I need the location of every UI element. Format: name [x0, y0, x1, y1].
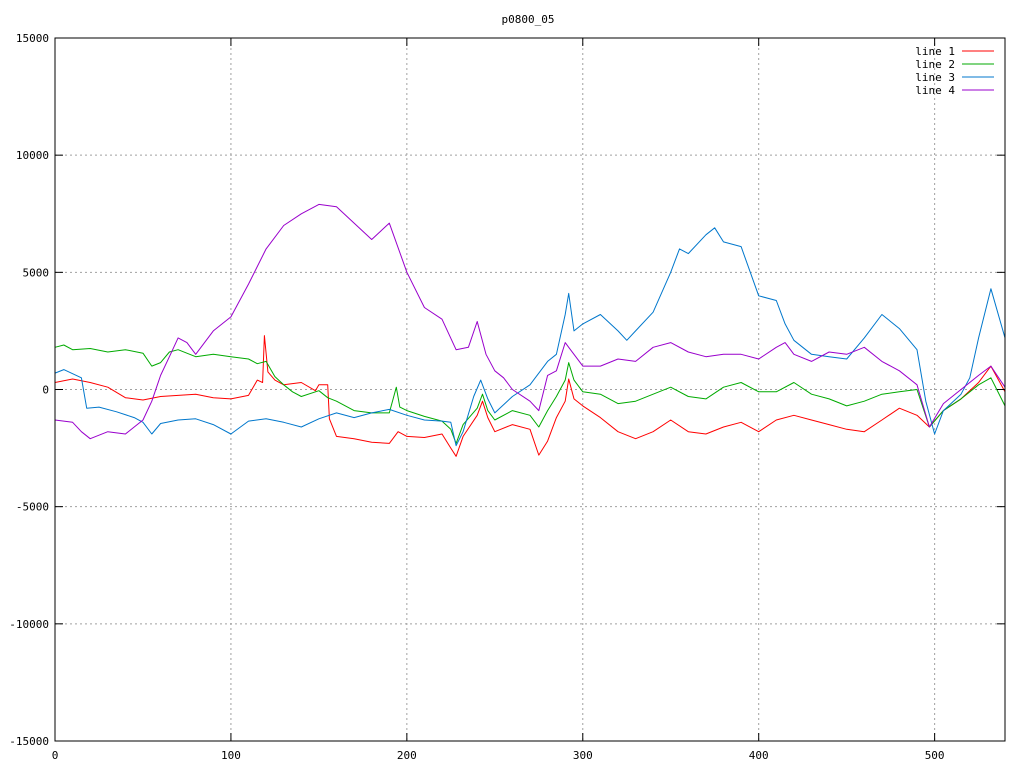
chart-title: p0800_05 — [502, 13, 555, 26]
x-tick-label: 500 — [925, 749, 945, 762]
y-tick-label: -5000 — [16, 501, 49, 514]
legend-label: line 4 — [915, 84, 955, 97]
x-tick-label: 400 — [749, 749, 769, 762]
legend-label: line 2 — [915, 58, 955, 71]
series-line-3 — [54, 227, 1006, 447]
series-group — [54, 203, 1006, 457]
y-tick-label: 10000 — [16, 149, 49, 162]
grid — [55, 38, 1005, 741]
legend-label: line 3 — [915, 71, 955, 84]
series-line-1 — [54, 335, 1006, 457]
y-tick-label: 0 — [42, 384, 49, 397]
axis-ticks: -15000 -10000 -5000 0 5000 10000 15000 0 100 200 3… — [9, 32, 1005, 762]
x-tick-label: 300 — [573, 749, 593, 762]
series-line-4 — [54, 203, 1006, 440]
legend-label: line 1 — [915, 45, 955, 58]
y-tick-label: 5000 — [23, 266, 50, 279]
x-tick-label: 200 — [397, 749, 417, 762]
series-line-2 — [54, 344, 1006, 444]
y-tick-label: 15000 — [16, 32, 49, 45]
y-tick-label: -10000 — [9, 618, 49, 631]
x-tick-label: 0 — [52, 749, 59, 762]
x-tick-label: 100 — [221, 749, 241, 762]
y-tick-label: -15000 — [9, 735, 49, 748]
